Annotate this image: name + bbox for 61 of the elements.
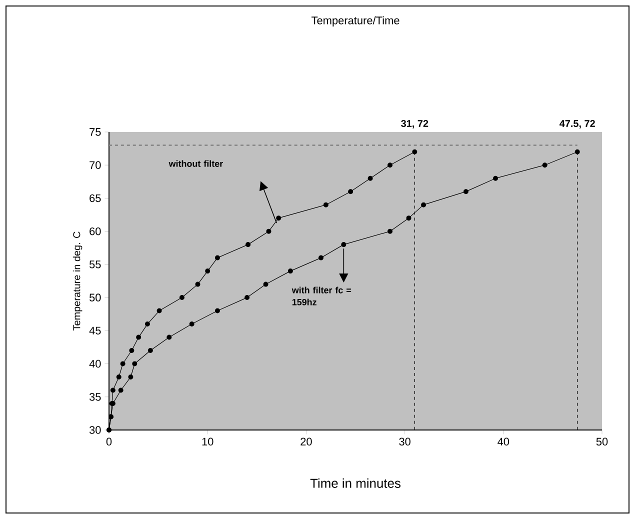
point [406,216,412,221]
point [368,176,373,181]
point [195,282,200,287]
point [166,334,172,340]
point [388,228,393,234]
y-tick-label: 60 [90,227,101,236]
x-tick-label: 0 [106,438,112,446]
point [148,348,153,354]
point [323,202,328,208]
y-tick-label: 50 [89,294,101,302]
chart-title: Temperature/Time [312,16,400,26]
x-axis-title: Time in minutes [310,478,400,488]
point [288,268,293,274]
y-tick-label: 65 [90,194,101,202]
point [116,374,122,380]
point [348,189,354,194]
point [244,295,250,300]
point [388,162,393,168]
point [110,388,116,393]
point [341,242,346,248]
y-tick-label: 30 [89,426,101,434]
point [493,176,498,181]
point [118,388,124,393]
point [205,268,210,274]
ref-line-label: 47.5, 72 [560,120,595,128]
ref-line-label: 31, 72 [401,120,428,128]
point [179,295,184,300]
point [574,149,580,154]
y-tick-label: 35 [89,393,101,401]
point [129,348,134,354]
y-axis-title: Temperature in deg. C [72,232,82,331]
point [266,228,272,234]
point [412,149,418,154]
point [542,162,548,168]
y-tick-label: 45 [89,326,101,334]
x-tick-label: 50 [596,438,608,446]
point [214,308,220,314]
x-tick-label: 10 [202,438,214,446]
point [136,334,142,340]
y-tick-label: 55 [89,260,101,268]
point [263,282,268,287]
x-tick-label: 40 [498,438,510,446]
point [246,242,251,248]
point [463,189,468,194]
annotation: without filter [168,160,223,167]
x-tick-label: 30 [399,438,410,446]
point [144,322,150,327]
x-tick-label: 20 [300,438,312,446]
point [421,202,426,208]
point [189,322,194,327]
annotation: with filter fc = 159hz [292,286,352,306]
point [276,216,282,221]
point [318,255,324,260]
point [156,308,162,314]
point [214,255,220,260]
y-tick-label: 75 [90,128,101,136]
y-tick-label: 40 [89,360,101,368]
point [132,361,138,366]
point [128,374,134,380]
point [120,361,126,366]
y-tick-label: 70 [90,161,101,169]
